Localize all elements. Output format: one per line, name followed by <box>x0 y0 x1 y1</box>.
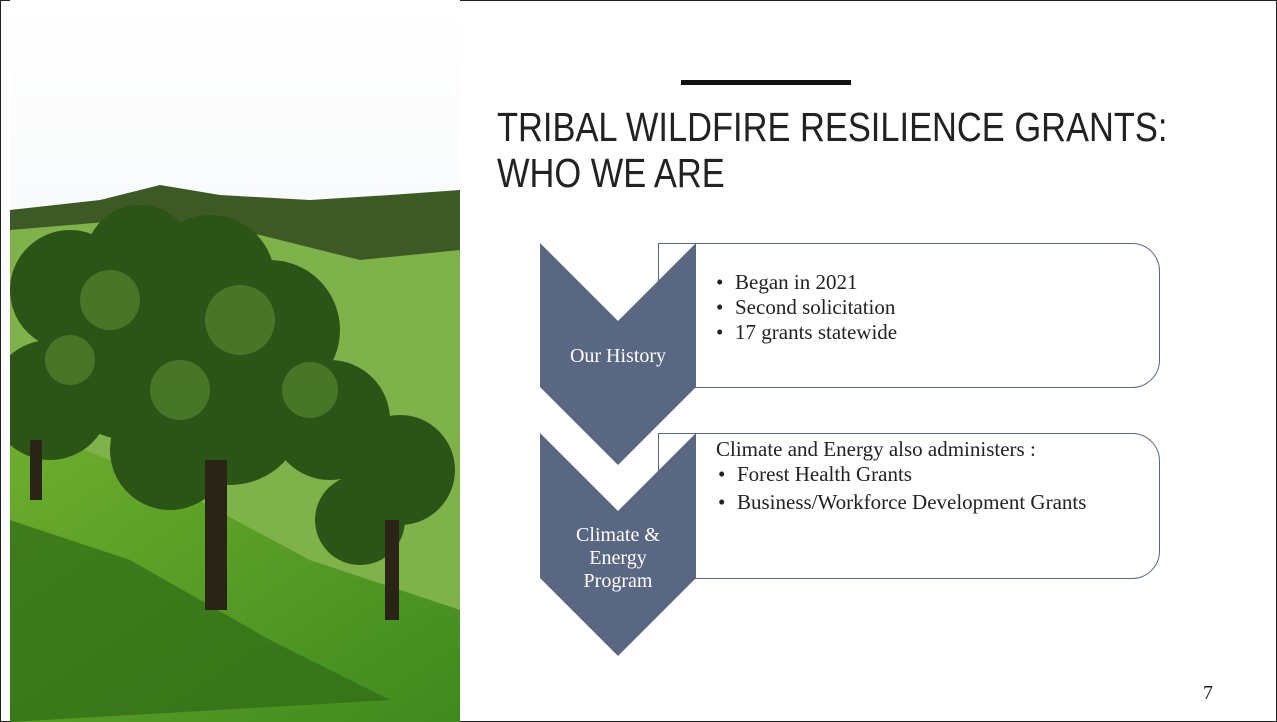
section-content: Climate and Energy also administers : Fo… <box>716 437 1156 515</box>
slide: TRIBAL WILDFIRE RESILIENCE GRANTS: WHO W… <box>0 0 1277 722</box>
bullet: Second solicitation <box>714 295 1154 320</box>
title-bar <box>681 80 851 85</box>
bullet: Forest Health Grants <box>716 462 1106 487</box>
bullet: Began in 2021 <box>714 270 1154 295</box>
page-number: 7 <box>1203 682 1213 705</box>
title-line: WHO WE ARE <box>497 150 1167 196</box>
slide-title: TRIBAL WILDFIRE RESILIENCE GRANTS: WHO W… <box>497 104 1167 196</box>
bullet: 17 grants statewide <box>714 320 1154 345</box>
bullet-list: Forest Health Grants Business/Workforce … <box>716 462 1106 515</box>
title-line: TRIBAL WILDFIRE RESILIENCE GRANTS: <box>497 104 1167 150</box>
section-label: Climate & Energy Program <box>562 524 674 593</box>
bullet-list: Began in 2021 Second solicitation 17 gra… <box>714 270 1154 345</box>
bullet: Business/Workforce Development Grants <box>716 490 1106 515</box>
section-content: Began in 2021 Second solicitation 17 gra… <box>714 270 1154 345</box>
section-label: Our History <box>545 345 691 368</box>
landscape-photo <box>10 0 460 722</box>
intro-text: Climate and Energy also administers : <box>716 437 1156 462</box>
